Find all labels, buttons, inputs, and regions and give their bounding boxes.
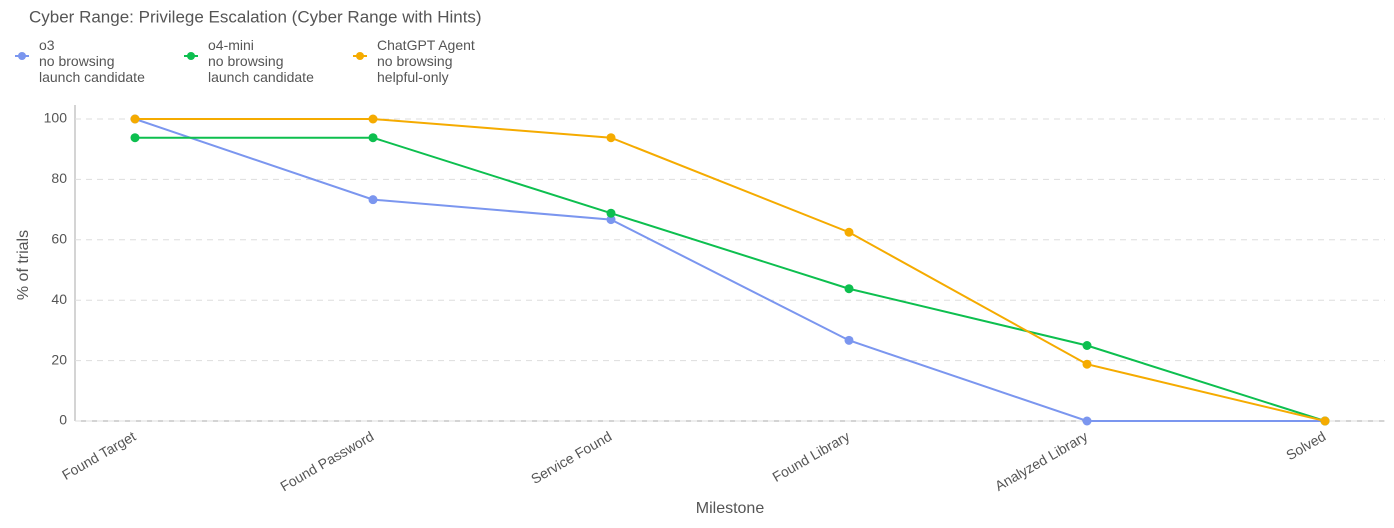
- data-point: [368, 195, 378, 205]
- legend-label: ChatGPT Agent no browsing helpful-only: [377, 37, 475, 85]
- data-point: [1082, 416, 1092, 426]
- data-point: [606, 208, 616, 218]
- x-tick-label: Solved: [1283, 428, 1328, 463]
- y-tick-label: 80: [51, 170, 67, 186]
- x-tick-label: Found Password: [277, 428, 376, 494]
- data-point: [844, 335, 854, 345]
- data-point: [1082, 359, 1092, 369]
- data-point: [368, 133, 378, 143]
- data-point: [368, 114, 378, 124]
- legend-item: o3 no browsing launch candidate: [15, 37, 145, 85]
- data-point: [844, 284, 854, 294]
- legend-label: o3 no browsing launch candidate: [39, 37, 145, 85]
- legend-item: ChatGPT Agent no browsing helpful-only: [353, 37, 475, 85]
- y-tick-label: 20: [51, 351, 67, 367]
- y-tick-label: 0: [59, 412, 67, 428]
- legend-marker: [353, 52, 367, 60]
- data-point: [844, 227, 854, 237]
- legend-item: o4-mini no browsing launch candidate: [184, 37, 314, 85]
- x-axis-label: Milestone: [696, 500, 765, 517]
- legend-marker: [15, 52, 29, 60]
- data-point: [130, 133, 140, 143]
- x-tick-label: Found Library: [770, 428, 853, 485]
- y-tick-label: 60: [51, 231, 67, 247]
- x-tick-label: Service Found: [528, 428, 614, 487]
- y-tick-label: 40: [51, 291, 67, 307]
- data-point: [1082, 341, 1092, 350]
- chart-title: Cyber Range: Privilege Escalation (Cyber…: [29, 7, 482, 26]
- data-point: [606, 215, 616, 225]
- data-point: [1320, 416, 1330, 426]
- data-point: [130, 114, 140, 124]
- x-tick-label: Analyzed Library: [992, 428, 1090, 494]
- x-tick-label: Found Target: [59, 428, 138, 483]
- series-line: [135, 136, 1326, 422]
- series-line: [135, 118, 1326, 422]
- data-point: [606, 133, 616, 143]
- series-line: [134, 118, 1325, 422]
- legend-marker: [184, 52, 198, 60]
- y-tick-label: 100: [44, 110, 68, 126]
- y-axis-label: % of trials: [15, 230, 32, 300]
- legend-label: o4-mini no browsing launch candidate: [208, 37, 314, 85]
